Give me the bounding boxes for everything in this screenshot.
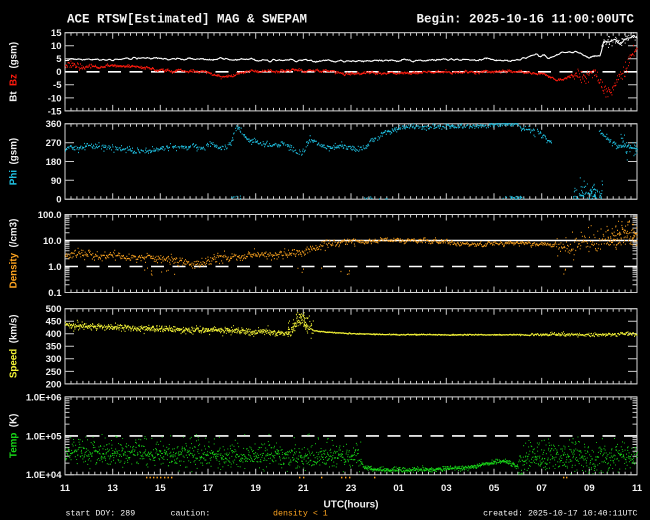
svg-text:0: 0: [56, 195, 61, 206]
svg-text:200: 200: [46, 379, 62, 390]
svg-text:09: 09: [584, 483, 595, 494]
svg-text:13: 13: [107, 483, 118, 494]
svg-text:density < 1: density < 1: [273, 509, 328, 519]
svg-text:90: 90: [51, 176, 62, 187]
svg-text:0: 0: [56, 67, 61, 78]
svg-text:15: 15: [155, 483, 166, 494]
svg-text:100.0: 100.0: [38, 210, 62, 221]
svg-text:300: 300: [46, 354, 62, 365]
svg-text:180: 180: [46, 157, 62, 168]
svg-text:1.0E+04: 1.0E+04: [26, 470, 62, 481]
svg-text:05: 05: [489, 483, 500, 494]
svg-text:-10: -10: [48, 93, 62, 104]
svg-text:Temp (K): Temp (K): [9, 414, 20, 458]
svg-text:07: 07: [536, 483, 547, 494]
svg-text:10.0: 10.0: [43, 236, 62, 247]
svg-text:Density (/cm3): Density (/cm3): [9, 219, 20, 289]
svg-text:350: 350: [46, 342, 62, 353]
svg-text:270: 270: [46, 138, 62, 149]
svg-text:450: 450: [46, 317, 62, 328]
svg-text:19: 19: [250, 483, 261, 494]
svg-text:360: 360: [46, 119, 62, 130]
svg-text:ACE RTSW[Estimated] MAG & SWEP: ACE RTSW[Estimated] MAG & SWEPAM: [67, 13, 307, 27]
svg-text:start DOY: 289: start DOY: 289: [66, 510, 136, 519]
svg-text:03: 03: [441, 483, 452, 494]
svg-text:Bt Bz (gsm): Bt Bz (gsm): [9, 42, 20, 102]
svg-text:Phi (gsm): Phi (gsm): [9, 138, 20, 185]
svg-text:11: 11: [632, 483, 643, 494]
svg-text:0.1: 0.1: [48, 288, 62, 299]
svg-text:Speed (km/s): Speed (km/s): [9, 314, 20, 378]
svg-text:1.0E+06: 1.0E+06: [26, 392, 62, 403]
svg-text:250: 250: [46, 367, 62, 378]
svg-text:-15: -15: [48, 106, 62, 117]
svg-text:11: 11: [60, 483, 71, 494]
svg-text:400: 400: [46, 329, 62, 340]
svg-text:500: 500: [46, 304, 62, 315]
svg-text:10: 10: [51, 41, 62, 52]
svg-text:Begin: 2025-10-16 11:00:00UTC: Begin: 2025-10-16 11:00:00UTC: [416, 13, 634, 27]
svg-text:01: 01: [393, 483, 404, 494]
svg-text:UTC(hours): UTC(hours): [324, 500, 379, 511]
svg-text:21: 21: [298, 483, 309, 494]
svg-text:1.0E+05: 1.0E+05: [26, 431, 62, 442]
svg-text:1.0: 1.0: [48, 262, 61, 273]
svg-text:created: 2025-10-17 10:40:11U: created: 2025-10-17 10:40:11UTC: [483, 509, 637, 519]
svg-text:15: 15: [51, 28, 62, 39]
svg-text:5: 5: [56, 54, 62, 65]
svg-text:caution:: caution:: [171, 509, 211, 519]
svg-text:-5: -5: [53, 80, 62, 91]
svg-text:23: 23: [346, 483, 357, 494]
svg-text:17: 17: [203, 483, 214, 494]
